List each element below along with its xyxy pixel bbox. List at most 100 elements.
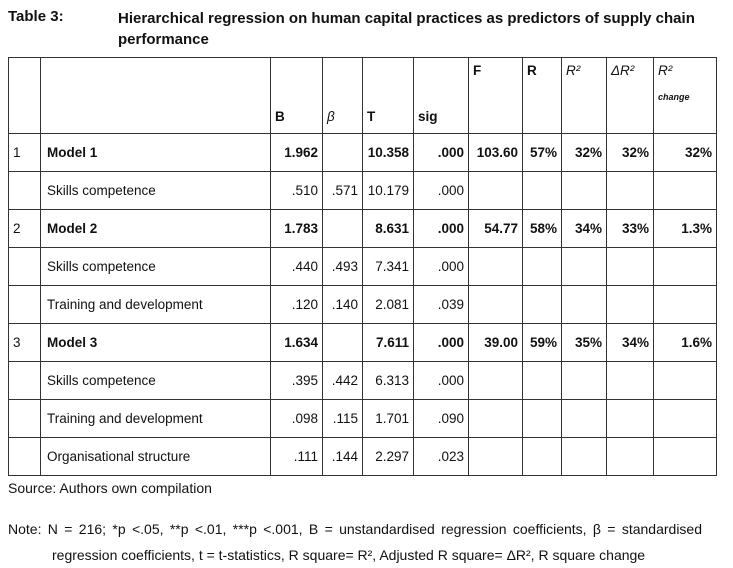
- row-number: [8, 361, 41, 400]
- table-cell: 10.358: [362, 133, 414, 172]
- header-cell: T: [362, 57, 414, 134]
- row-number: [8, 285, 41, 324]
- row-label: Skills competence: [40, 247, 271, 286]
- table-cell: .000: [413, 171, 469, 210]
- table-row: Organisational structure .111.144 2.297.02…: [8, 437, 717, 476]
- header-cell: ΔR²: [606, 57, 654, 134]
- table-cell: [322, 133, 363, 172]
- table-cell: [653, 399, 717, 438]
- header-label: T: [367, 109, 376, 124]
- table-cell: .111: [270, 437, 323, 476]
- table-cell: [606, 171, 654, 210]
- row-number: 1: [8, 133, 41, 172]
- row-number: [8, 171, 41, 210]
- table-cell: 32%: [653, 133, 717, 172]
- table-cell: 6.313: [362, 361, 414, 400]
- table-cell: .000: [413, 323, 469, 362]
- table-cell: .493: [322, 247, 363, 286]
- table-cell: .440: [270, 247, 323, 286]
- table-cell: [653, 285, 717, 324]
- table-cell: 1.701: [362, 399, 414, 438]
- header-label: R: [527, 63, 537, 78]
- table-cell: [468, 361, 523, 400]
- table-cell: [468, 437, 523, 476]
- row-number: [8, 437, 41, 476]
- table-cell: 10.179: [362, 171, 414, 210]
- table-cell: [561, 171, 607, 210]
- row-label: Skills competence: [40, 171, 271, 210]
- header-cell: R²: [561, 57, 607, 134]
- header-label: sig: [418, 109, 438, 124]
- table-cell: [522, 247, 562, 286]
- row-label: Model 1: [40, 133, 271, 172]
- row-label: Skills competence: [40, 361, 271, 400]
- table-cell: 33%: [606, 209, 654, 248]
- table-cell: .090: [413, 399, 469, 438]
- row-label: Training and development: [40, 285, 271, 324]
- table-cell: 1.783: [270, 209, 323, 248]
- table-cell: [522, 399, 562, 438]
- header-cell: B: [270, 57, 323, 134]
- table-row: Skills competence .440.493 7.341.000: [8, 247, 717, 286]
- table-cell: [468, 285, 523, 324]
- header-cell: [40, 57, 271, 134]
- table-caption: Table 3:: [8, 8, 64, 25]
- table-cell: .023: [413, 437, 469, 476]
- table-cell: 58%: [522, 209, 562, 248]
- table-cell: [522, 361, 562, 400]
- table-cell: [522, 285, 562, 324]
- table-cell: [653, 361, 717, 400]
- table-cell: .510: [270, 171, 323, 210]
- header-cell: R: [522, 57, 562, 134]
- source-note: Source: Authors own compilation: [8, 480, 212, 496]
- table-cell: [468, 171, 523, 210]
- header-label: R²: [658, 63, 673, 78]
- header-cell: F: [468, 57, 523, 134]
- table-row: 3 Model 3 1.634 7.611.000 39.00 59% 35% 34% 1.6%: [8, 323, 717, 362]
- table-cell: [606, 361, 654, 400]
- table-cell: 7.611: [362, 323, 414, 362]
- table-cell: 103.60: [468, 133, 523, 172]
- table-cell: [322, 323, 363, 362]
- table-cell: [606, 399, 654, 438]
- table-cell: [653, 247, 717, 286]
- table-cell: [653, 171, 717, 210]
- table-cell: 2.297: [362, 437, 414, 476]
- table-cell: [561, 399, 607, 438]
- header-cell: β: [322, 57, 363, 134]
- table-cell: 1.634: [270, 323, 323, 362]
- table-cell: .039: [413, 285, 469, 324]
- header-sublabel: change: [658, 92, 690, 102]
- row-number: 2: [8, 209, 41, 248]
- header-label: β: [327, 109, 335, 124]
- table-row: Skills competence .510.571 10.179.000: [8, 171, 717, 210]
- table-cell: 34%: [606, 323, 654, 362]
- table-cell: .571: [322, 171, 363, 210]
- table-cell: 35%: [561, 323, 607, 362]
- table-cell: 54.77: [468, 209, 523, 248]
- table-cell: 2.081: [362, 285, 414, 324]
- table-cell: .115: [322, 399, 363, 438]
- table-row: Skills competence .395.442 6.313.000: [8, 361, 717, 400]
- header-cell: R² change: [653, 57, 717, 134]
- table-cell: [561, 247, 607, 286]
- table-cell: 1.6%: [653, 323, 717, 362]
- table-cell: 57%: [522, 133, 562, 172]
- table-cell: .000: [413, 247, 469, 286]
- table-cell: [561, 361, 607, 400]
- header-cell: [8, 57, 41, 134]
- header-label: R²: [566, 63, 581, 78]
- table-cell: 34%: [561, 209, 607, 248]
- table-cell: .000: [413, 133, 469, 172]
- table-cell: 32%: [606, 133, 654, 172]
- header-label: ΔR²: [611, 63, 635, 78]
- table-cell: [606, 247, 654, 286]
- footnote: Note: N = 216; *p <.05, **p <.01, ***p <…: [8, 521, 702, 563]
- table-cell: [606, 437, 654, 476]
- table-cell: .000: [413, 361, 469, 400]
- table-row: 1 Model 1 1.962 10.358.000 103.60 57% 32% 32% 32…: [8, 133, 717, 172]
- table-cell: [606, 285, 654, 324]
